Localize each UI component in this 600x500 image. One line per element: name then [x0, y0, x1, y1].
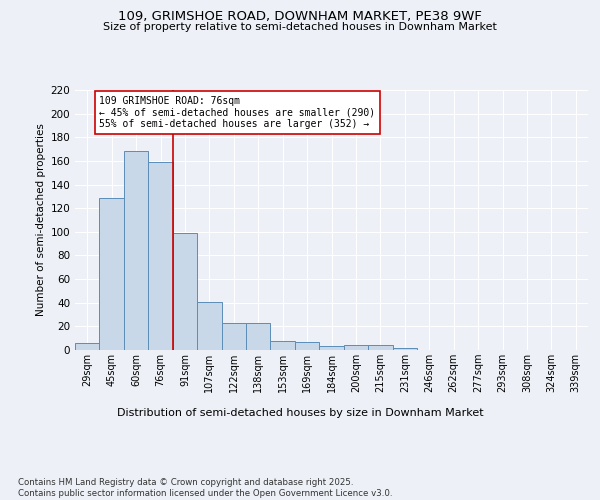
Bar: [148, 162, 173, 350]
Text: Distribution of semi-detached houses by size in Downham Market: Distribution of semi-detached houses by …: [116, 408, 484, 418]
Y-axis label: Number of semi-detached properties: Number of semi-detached properties: [36, 124, 46, 316]
Bar: [392, 348, 417, 350]
Bar: [75, 343, 100, 350]
Text: Contains HM Land Registry data © Crown copyright and database right 2025.
Contai: Contains HM Land Registry data © Crown c…: [18, 478, 392, 498]
Bar: [368, 346, 392, 350]
Bar: [124, 152, 148, 350]
Bar: [271, 340, 295, 350]
Bar: [197, 302, 221, 350]
Text: 109 GRIMSHOE ROAD: 76sqm
← 45% of semi-detached houses are smaller (290)
55% of : 109 GRIMSHOE ROAD: 76sqm ← 45% of semi-d…: [100, 96, 376, 129]
Bar: [246, 323, 271, 350]
Text: Size of property relative to semi-detached houses in Downham Market: Size of property relative to semi-detach…: [103, 22, 497, 32]
Text: 109, GRIMSHOE ROAD, DOWNHAM MARKET, PE38 9WF: 109, GRIMSHOE ROAD, DOWNHAM MARKET, PE38…: [118, 10, 482, 23]
Bar: [173, 233, 197, 350]
Bar: [221, 323, 246, 350]
Bar: [295, 342, 319, 350]
Bar: [319, 346, 344, 350]
Bar: [344, 346, 368, 350]
Bar: [100, 198, 124, 350]
